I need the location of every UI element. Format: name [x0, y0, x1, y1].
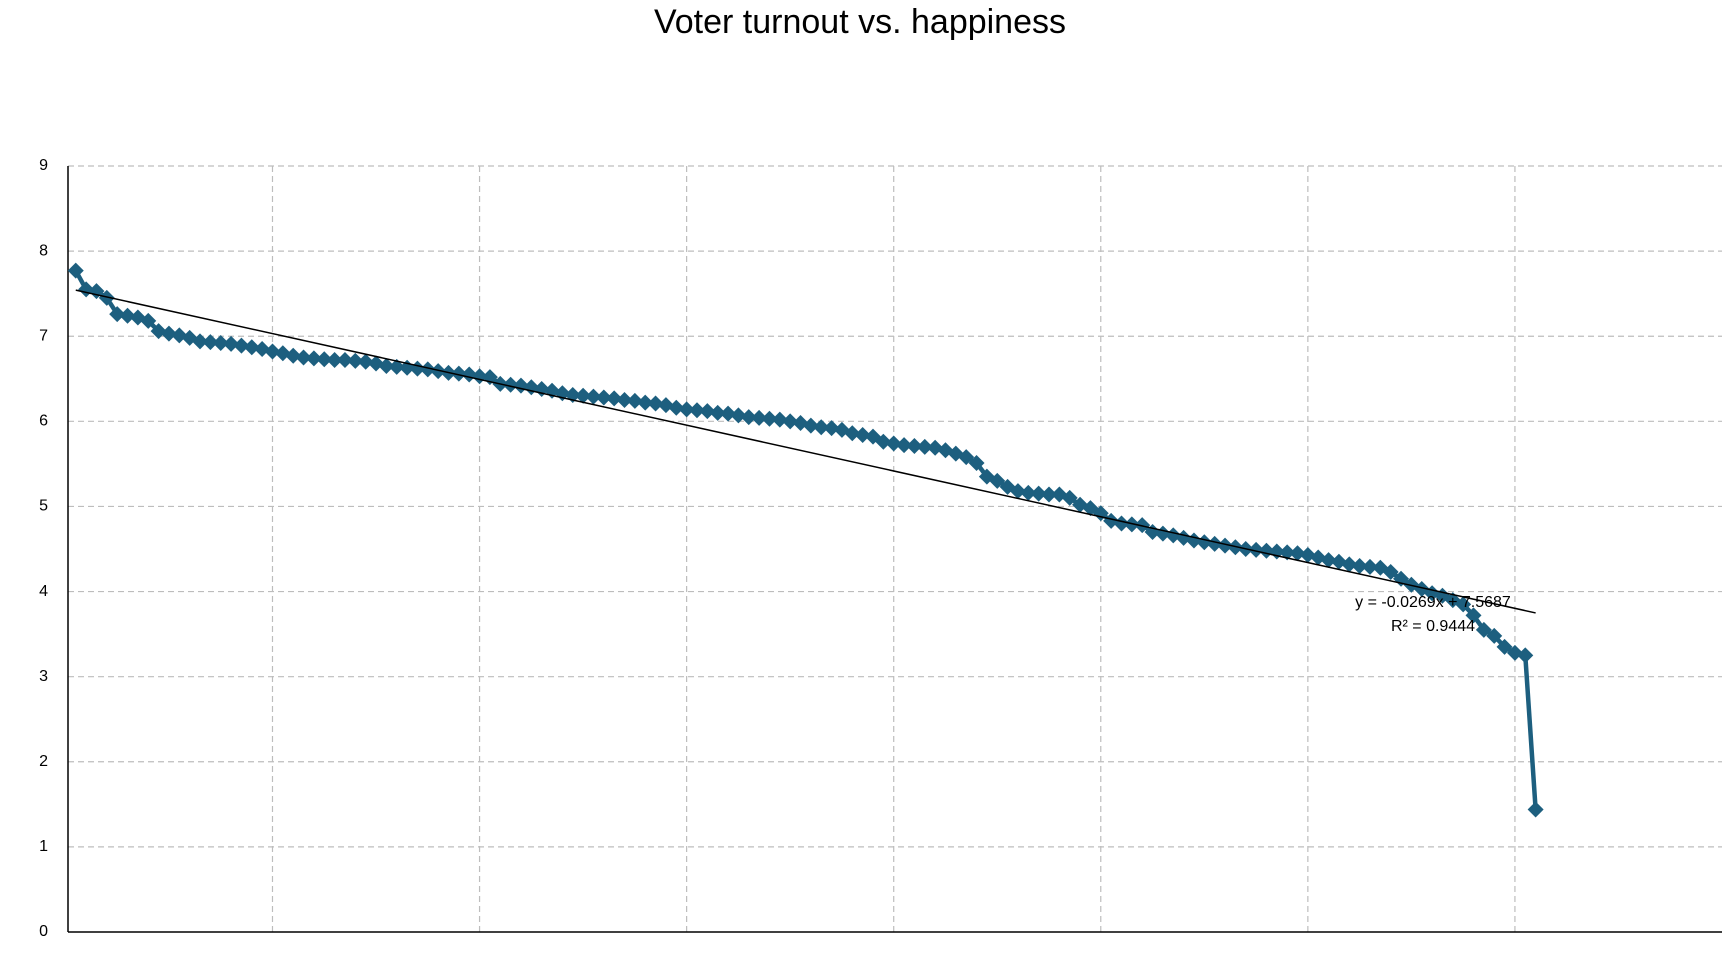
marker [502, 376, 519, 393]
marker [1517, 647, 1534, 664]
marker [1217, 537, 1234, 554]
marker [916, 438, 933, 455]
y-tick-label: 5 [39, 498, 48, 515]
marker [98, 289, 115, 306]
marker [1289, 545, 1306, 562]
marker [771, 411, 788, 428]
marker [782, 413, 799, 430]
marker [958, 449, 975, 466]
marker [419, 361, 436, 378]
marker [1206, 535, 1223, 552]
marker [212, 335, 229, 352]
marker [885, 435, 902, 452]
trendline-r-squared: R² = 0.9444 [1391, 618, 1475, 635]
marker [192, 333, 209, 350]
marker [1351, 558, 1368, 575]
marker [1072, 496, 1089, 513]
marker [119, 307, 136, 324]
marker [1041, 486, 1058, 503]
marker [896, 437, 913, 454]
marker [388, 358, 405, 375]
marker [906, 438, 923, 455]
marker [616, 392, 633, 409]
marker [1061, 489, 1078, 506]
marker [575, 387, 592, 404]
marker [326, 352, 343, 369]
marker [109, 306, 126, 323]
marker [1361, 558, 1378, 575]
y-tick-label: 3 [39, 668, 48, 685]
marker [699, 403, 716, 420]
marker [233, 337, 250, 354]
marker [740, 409, 757, 426]
marker [264, 343, 281, 360]
marker [243, 339, 260, 356]
marker [160, 325, 177, 342]
marker [647, 395, 664, 412]
marker [378, 358, 395, 375]
marker [223, 335, 240, 352]
marker [595, 389, 612, 406]
marker [1465, 607, 1482, 624]
y-tick-label: 8 [39, 242, 48, 259]
marker [1248, 541, 1265, 558]
marker [626, 392, 643, 409]
y-tick-label: 6 [39, 413, 48, 430]
marker [813, 419, 830, 436]
marker [67, 262, 84, 279]
marker [720, 405, 737, 422]
marker [140, 312, 157, 329]
marker [1382, 563, 1399, 580]
marker [1320, 552, 1337, 569]
marker [1486, 627, 1503, 644]
y-tick-label: 9 [39, 157, 48, 174]
marker [585, 388, 602, 405]
marker [668, 399, 685, 416]
marker [637, 394, 654, 411]
marker [989, 472, 1006, 489]
marker [430, 363, 447, 380]
marker [202, 334, 219, 351]
marker [295, 349, 312, 366]
y-tick-label: 1 [39, 838, 48, 855]
marker [450, 365, 467, 382]
marker [1113, 515, 1130, 532]
marker [347, 352, 364, 369]
y-tick-label: 7 [39, 327, 48, 344]
marker [1455, 596, 1472, 613]
marker [316, 351, 333, 368]
marker [751, 409, 768, 426]
marker [709, 404, 726, 421]
marker [761, 410, 778, 427]
marker [1009, 483, 1026, 500]
marker [357, 353, 374, 370]
marker [730, 407, 747, 424]
marker [1341, 556, 1358, 573]
marker [802, 417, 819, 434]
marker [305, 350, 322, 367]
marker [285, 347, 302, 364]
y-tick-label: 4 [39, 583, 48, 600]
marker [1020, 484, 1037, 501]
marker [823, 420, 840, 437]
marker [1475, 621, 1492, 638]
marker [678, 401, 695, 418]
chart-title: Voter turnout vs. happiness [654, 3, 1066, 41]
marker [854, 426, 871, 443]
marker [1496, 638, 1513, 655]
marker [968, 455, 985, 472]
trendline [75, 289, 1536, 614]
y-tick-label: 2 [39, 753, 48, 770]
marker [1030, 485, 1047, 502]
marker [875, 433, 892, 450]
y-tick-label: 0 [39, 923, 48, 940]
trendline-equation: y = -0.0269x + 7.5687 [1355, 594, 1511, 611]
marker [1527, 801, 1544, 818]
marker [606, 390, 623, 407]
marker [844, 425, 861, 442]
marker [688, 402, 705, 419]
marker [336, 352, 353, 369]
